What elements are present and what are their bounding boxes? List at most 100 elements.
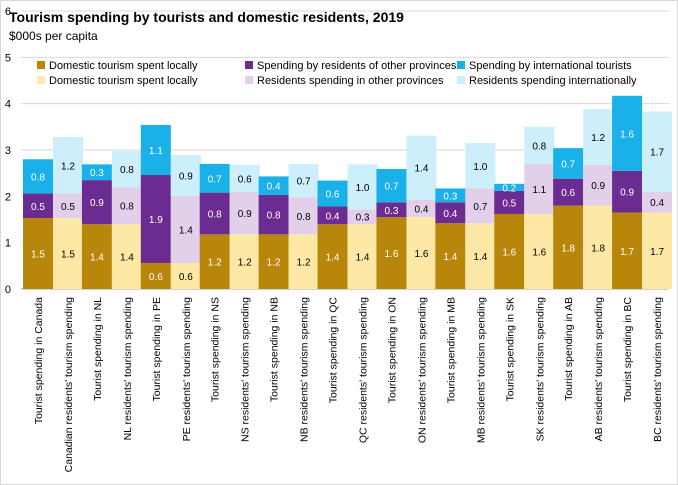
x-tick-label: Canadian residents' tourism spending <box>63 297 75 473</box>
tourist-bar-segment <box>317 224 348 289</box>
x-tick-label: Tourist spending in BC <box>622 297 634 402</box>
resident-bar-segment <box>583 109 614 165</box>
data-label: 0.7 <box>385 182 399 193</box>
data-label: 1.4 <box>443 252 457 263</box>
tourist-bar-segment <box>317 180 348 207</box>
data-label: 0.4 <box>650 198 664 209</box>
x-tick-label: Tourist spending in AB <box>563 297 575 401</box>
tourist-bar-segment <box>612 95 643 171</box>
tourist-bar-segment <box>612 170 643 213</box>
data-label: 0.5 <box>502 198 516 209</box>
data-label: 1.2 <box>297 258 311 269</box>
resident-bar-segment <box>229 191 260 235</box>
x-tick-label: SK residents' tourism spending <box>534 297 546 442</box>
resident-bar-segment <box>406 135 437 200</box>
x-tick-label: NS residents' tourism spending <box>240 297 252 442</box>
data-label: 1.0 <box>356 183 370 194</box>
resident-bar-segment <box>170 263 201 289</box>
resident-bar-segment <box>406 217 437 289</box>
data-label: 0.6 <box>238 174 252 185</box>
resident-bar-segment <box>642 212 673 289</box>
data-label: 1.4 <box>326 253 340 264</box>
tourist-bar-segment <box>612 212 643 289</box>
data-label: 1.4 <box>179 225 193 236</box>
resident-bar-segment <box>642 191 673 213</box>
tourist-bar-segment <box>376 202 407 218</box>
resident-bar-segment <box>524 213 555 289</box>
tourist-bar-segment <box>199 192 230 235</box>
legend-swatch <box>245 76 253 84</box>
data-label: 0.5 <box>61 202 75 213</box>
tourist-bar-segment <box>376 168 407 203</box>
legend-swatch <box>37 61 45 69</box>
data-label: 1.6 <box>385 249 399 260</box>
x-tick-label: NL residents' tourism spending <box>122 297 134 441</box>
resident-bar-segment <box>288 163 319 198</box>
data-label: 0.7 <box>561 159 575 170</box>
data-label: 0.8 <box>31 172 45 183</box>
x-tick-label: Tourist spending in PE <box>151 297 163 401</box>
tourist-bar-segment <box>140 263 171 289</box>
data-label: 1.8 <box>591 243 605 254</box>
data-label: 0.7 <box>297 177 311 188</box>
x-tick-label: ON residents' tourism spending <box>416 297 428 443</box>
legend-swatch <box>37 76 45 84</box>
data-label: 1.4 <box>120 253 134 264</box>
tourist-bar-segment <box>23 159 53 194</box>
tourist-bar-segment <box>81 180 112 225</box>
x-tick-label: MB residents' tourism spending <box>475 297 487 443</box>
data-label: 0.8 <box>120 202 134 213</box>
y-tick-label: 4 <box>5 99 11 111</box>
chart-subtitle: $000s per capita <box>9 29 98 43</box>
data-label: 0.8 <box>532 141 546 152</box>
y-tick-label: 5 <box>5 52 11 64</box>
resident-bar-segment <box>465 223 496 289</box>
x-tick-label: Tourist spending in NB <box>269 297 281 402</box>
tourist-bar-segment <box>553 148 584 179</box>
y-tick-label: 0 <box>5 284 11 296</box>
data-label: 1.6 <box>502 247 516 258</box>
data-label: 1.4 <box>415 164 429 175</box>
data-label: 0.6 <box>179 272 193 283</box>
data-label: 0.2 <box>502 183 516 194</box>
data-label: 1.7 <box>620 247 634 258</box>
tourist-bar-segment <box>376 217 407 289</box>
resident-bar-segment <box>347 209 378 225</box>
y-tick-label: 2 <box>5 191 11 203</box>
chart-title: Tourism spending by tourists and domesti… <box>9 9 404 25</box>
data-label: 0.9 <box>238 209 252 220</box>
resident-bar-segment <box>465 188 496 224</box>
data-label: 0.3 <box>385 206 399 217</box>
resident-bar-segment <box>347 224 378 289</box>
data-label: 1.6 <box>620 129 634 140</box>
data-label: 1.9 <box>149 215 163 226</box>
resident-bar-segment <box>524 126 555 164</box>
data-label: 0.9 <box>90 198 104 209</box>
resident-bar-segment <box>347 164 378 210</box>
x-tick-label: NB residents' tourism spending <box>299 297 311 442</box>
tourist-bar-segment <box>23 193 53 219</box>
data-label: 1.7 <box>650 247 664 258</box>
x-tick-label: Tourist spending in ON <box>386 297 398 403</box>
data-label: 0.6 <box>561 188 575 199</box>
resident-bar-segment <box>288 234 319 289</box>
data-label: 1.5 <box>61 250 75 261</box>
data-label: 0.6 <box>326 190 340 201</box>
tourist-bar-segment <box>435 223 466 289</box>
data-label: 0.4 <box>267 182 281 193</box>
legend-label: Domestic tourism spent locally <box>49 75 198 87</box>
tourist-bar-segment <box>494 190 525 214</box>
x-tick-label: Tourist spending in QC <box>328 297 340 404</box>
resident-bar-segment <box>229 164 260 192</box>
tourist-bar-segment <box>553 178 584 206</box>
legend-label: Domestic tourism spent locally <box>49 60 198 72</box>
x-tick-label: Tourist spending in NS <box>210 297 222 402</box>
tourist-bar-segment <box>553 205 584 289</box>
tourist-bar-segment <box>435 202 466 224</box>
tourist-bar-segment <box>81 164 112 181</box>
tourist-bar-segment <box>258 234 289 289</box>
tourist-bar-segment <box>140 124 171 176</box>
legend-swatch <box>245 61 253 69</box>
resident-bar-segment <box>583 205 614 289</box>
